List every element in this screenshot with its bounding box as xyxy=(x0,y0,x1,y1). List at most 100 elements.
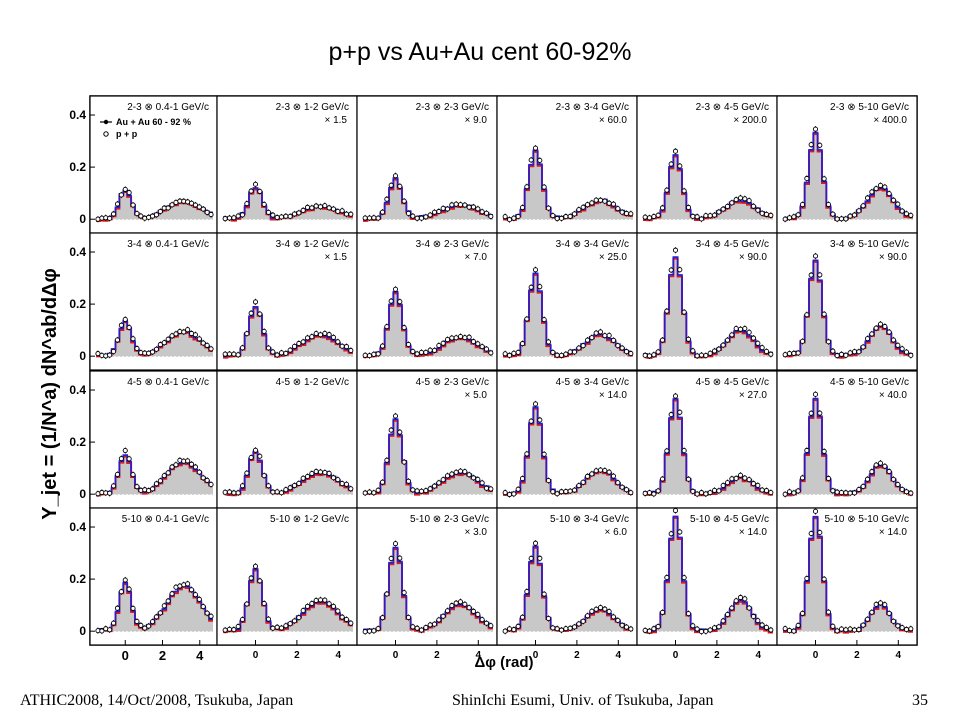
pp-point xyxy=(248,310,254,316)
pp-point xyxy=(173,331,179,337)
pp-point xyxy=(134,618,140,624)
pp-point xyxy=(558,352,565,358)
pp-point xyxy=(847,350,853,356)
pp-point xyxy=(834,628,840,634)
pp-point xyxy=(449,202,455,208)
pp-point xyxy=(646,490,653,496)
pp-point xyxy=(791,628,797,634)
auau-yield-fill xyxy=(783,132,913,220)
panel-1-3: 2-3 ⊗ 2-3 GeV/c × 9.0 xyxy=(356,95,498,234)
pp-point xyxy=(375,351,381,357)
pp-point xyxy=(122,186,128,192)
pp-point xyxy=(326,601,332,607)
pp-point xyxy=(126,586,132,592)
pp-point xyxy=(470,204,477,210)
pp-point xyxy=(231,627,237,633)
pp-point xyxy=(248,575,254,581)
pp-point xyxy=(322,330,328,336)
pp-point xyxy=(899,208,905,214)
pp-point xyxy=(161,473,167,479)
pp-point xyxy=(235,352,241,358)
pp-point xyxy=(283,350,289,356)
pp-point xyxy=(619,209,625,215)
pp-point xyxy=(834,353,840,359)
pp-point xyxy=(716,346,722,352)
pp-point xyxy=(270,625,276,631)
pp-point xyxy=(169,464,175,470)
pp-point xyxy=(895,623,901,629)
pp-point xyxy=(537,157,543,163)
pp-point xyxy=(309,334,315,340)
pp-point xyxy=(462,335,468,341)
x-tick-label: 4 xyxy=(476,650,482,661)
pp-point xyxy=(703,628,709,634)
pp-point xyxy=(111,211,117,217)
pp-point xyxy=(384,457,390,463)
pp-point xyxy=(742,475,748,481)
pp-point xyxy=(856,486,862,493)
pp-point xyxy=(192,592,198,598)
pp-point xyxy=(567,349,573,355)
pp-point xyxy=(114,201,120,207)
pp-point xyxy=(208,481,214,488)
pp-point xyxy=(851,490,858,496)
pp-point xyxy=(763,488,770,494)
pp-point xyxy=(685,336,692,342)
pp-point xyxy=(886,610,892,616)
pp-point xyxy=(729,476,735,482)
pp-point xyxy=(541,317,547,323)
pp-point xyxy=(107,352,113,358)
pp-point xyxy=(252,181,259,187)
pp-point xyxy=(763,348,770,355)
pp-point xyxy=(651,352,657,358)
pp-point xyxy=(483,346,490,352)
pp-point xyxy=(584,473,591,479)
auau-yield-fill xyxy=(96,190,213,220)
panel-scale-factor: × 14.0 xyxy=(879,527,908,538)
pp-point xyxy=(724,337,731,343)
panel-bin-label: 2-3 ⊗ 2-3 GeV/c xyxy=(416,102,489,113)
pp-point xyxy=(830,488,836,494)
pp-point xyxy=(619,484,625,490)
pp-point xyxy=(414,625,420,631)
x-tick-label: 2 xyxy=(434,650,440,661)
pp-point xyxy=(759,487,765,493)
pp-point xyxy=(330,206,337,212)
pp-point xyxy=(799,610,806,616)
pp-point xyxy=(830,348,836,354)
pp-point xyxy=(597,605,604,611)
pp-point xyxy=(169,202,175,208)
pp-point xyxy=(257,453,263,459)
pp-point xyxy=(619,345,625,351)
pp-point xyxy=(869,189,875,195)
pp-point xyxy=(532,540,539,546)
pp-point xyxy=(646,353,653,359)
pp-point xyxy=(304,473,311,480)
pp-point xyxy=(615,206,621,212)
pp-point xyxy=(343,344,350,350)
panel-3-1: 4-5 ⊗ 0.4-1 GeV/c 0 0.2 0.4 xyxy=(69,370,218,509)
pp-point xyxy=(444,337,451,343)
pp-point xyxy=(545,205,552,211)
y-tick-label: 0.2 xyxy=(69,435,86,449)
pp-point xyxy=(664,448,670,454)
pp-point xyxy=(610,337,617,343)
pp-point xyxy=(470,608,477,614)
pp-point xyxy=(664,574,670,581)
pp-point xyxy=(330,334,337,340)
pp-point xyxy=(239,616,246,623)
pp-point xyxy=(414,488,420,494)
pp-point xyxy=(808,410,814,416)
pp-point xyxy=(488,350,494,356)
pp-point xyxy=(877,460,884,466)
panel-2-3: 3-4 ⊗ 2-3 GeV/c × 7.0 xyxy=(356,232,498,371)
pp-point xyxy=(563,488,569,495)
pp-point xyxy=(681,188,687,194)
pp-point xyxy=(851,627,858,633)
pp-point xyxy=(366,215,373,221)
pp-point xyxy=(453,469,459,475)
pp-point xyxy=(453,201,459,207)
pp-point xyxy=(659,337,666,343)
pp-point xyxy=(869,469,875,475)
pp-point xyxy=(834,489,840,495)
